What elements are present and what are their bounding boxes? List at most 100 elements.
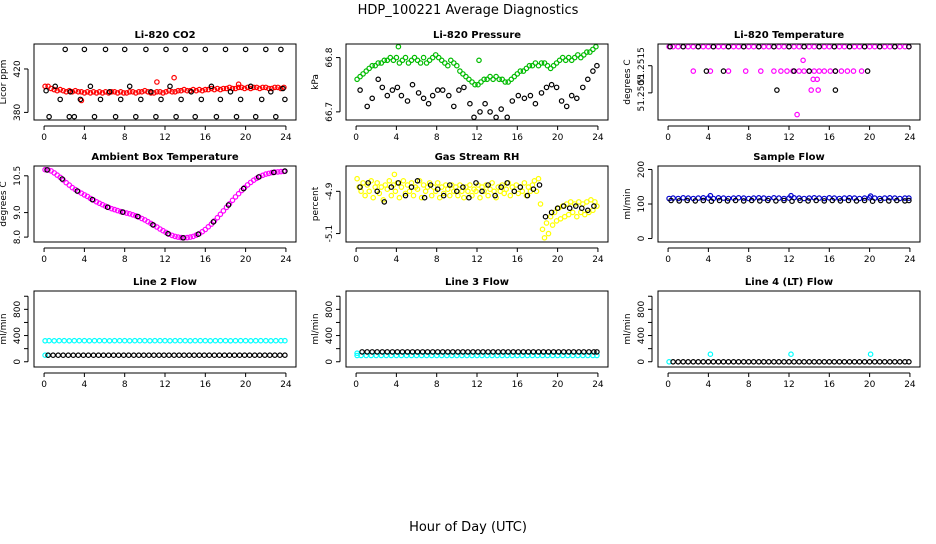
data-point <box>241 184 248 191</box>
x-tick-label: 4 <box>82 133 88 143</box>
data-point <box>105 352 112 359</box>
data-point <box>278 85 284 92</box>
data-point <box>485 192 491 199</box>
data-point <box>509 98 516 104</box>
data-point <box>685 358 692 365</box>
data-point <box>453 188 460 195</box>
x-tick-label: 8 <box>434 133 440 143</box>
data-point <box>765 358 772 365</box>
data-point <box>165 230 171 237</box>
x-tick-label: 0 <box>41 255 47 265</box>
data-point <box>469 79 475 85</box>
data-point <box>84 89 91 95</box>
data-point <box>395 43 402 50</box>
data-point <box>400 178 407 184</box>
data-point <box>52 83 59 90</box>
y-tick-label: 66.7 <box>325 102 335 122</box>
data-point <box>238 84 245 91</box>
data-point <box>593 43 599 50</box>
data-point <box>439 349 446 355</box>
data-point <box>476 57 482 64</box>
data-point <box>271 84 278 91</box>
y-axis-label: degrees C <box>0 181 9 226</box>
data-point <box>87 83 94 90</box>
data-point <box>429 349 436 355</box>
data-point <box>466 76 472 83</box>
data-point <box>700 43 707 50</box>
data-point <box>705 358 712 365</box>
data-point <box>141 352 147 359</box>
data-point <box>71 113 78 120</box>
data-point <box>806 43 813 50</box>
y-axis-label: ml/min <box>623 188 633 219</box>
data-point <box>906 195 912 201</box>
chart-panel: Gas Stream RH 0 4 8 12 16 20 24 -4.9 -5.1 percent <box>311 152 609 265</box>
data-point <box>354 76 360 83</box>
data-point <box>71 337 78 344</box>
data-point <box>461 84 467 91</box>
data-point <box>515 92 522 99</box>
data-point <box>139 89 145 95</box>
data-point <box>214 85 221 92</box>
data-point <box>369 62 376 69</box>
data-point <box>54 87 61 94</box>
data-point <box>573 95 580 102</box>
data-point <box>543 84 550 91</box>
x-tick-label: 24 <box>904 133 916 143</box>
data-point <box>791 68 797 74</box>
data-point <box>841 358 848 365</box>
data-point <box>541 60 548 66</box>
data-point <box>565 54 572 61</box>
data-point <box>493 73 499 80</box>
plot-frame <box>657 165 921 243</box>
data-point <box>485 182 491 188</box>
data-point <box>111 337 118 344</box>
data-point <box>181 86 187 93</box>
data-point <box>108 89 115 95</box>
chart-panel: Sample Flow 0 4 8 12 16 20 24 0 100 200 ml/min <box>623 152 921 265</box>
data-point <box>220 85 227 92</box>
data-point <box>861 358 868 365</box>
x-tick-label: 16 <box>512 255 524 265</box>
data-point <box>379 84 386 91</box>
data-point <box>405 60 412 66</box>
data-point <box>473 188 479 195</box>
data-point <box>93 90 100 96</box>
data-point <box>445 92 452 99</box>
y-tick-label: 200 <box>637 161 647 178</box>
data-point <box>764 197 771 204</box>
data-point <box>408 57 415 64</box>
data-point <box>577 54 584 61</box>
data-point <box>720 195 727 201</box>
data-point <box>386 178 393 184</box>
data-point <box>836 358 843 365</box>
data-point <box>500 349 507 355</box>
data-point <box>429 92 436 99</box>
data-point <box>406 188 413 195</box>
data-point <box>100 352 107 359</box>
data-point <box>365 180 372 186</box>
data-point <box>730 358 737 365</box>
x-tick-label: 8 <box>746 255 752 265</box>
data-point <box>583 199 590 205</box>
data-series <box>354 43 599 88</box>
data-point <box>374 180 381 186</box>
data-point <box>536 182 543 188</box>
data-point <box>886 358 893 365</box>
plot-frame <box>345 43 609 121</box>
data-point <box>251 352 258 359</box>
data-point <box>143 46 149 53</box>
data-point <box>750 358 757 365</box>
data-point <box>91 337 98 344</box>
data-point <box>101 337 108 344</box>
data-point <box>584 207 591 214</box>
data-point <box>229 197 236 204</box>
data-series <box>45 352 288 359</box>
data-point <box>90 89 97 95</box>
data-point <box>757 68 764 74</box>
panel-title: Li-820 Pressure <box>433 30 521 41</box>
data-point <box>152 337 158 344</box>
data-point <box>81 337 88 344</box>
data-point <box>826 195 833 201</box>
data-point <box>416 178 423 184</box>
